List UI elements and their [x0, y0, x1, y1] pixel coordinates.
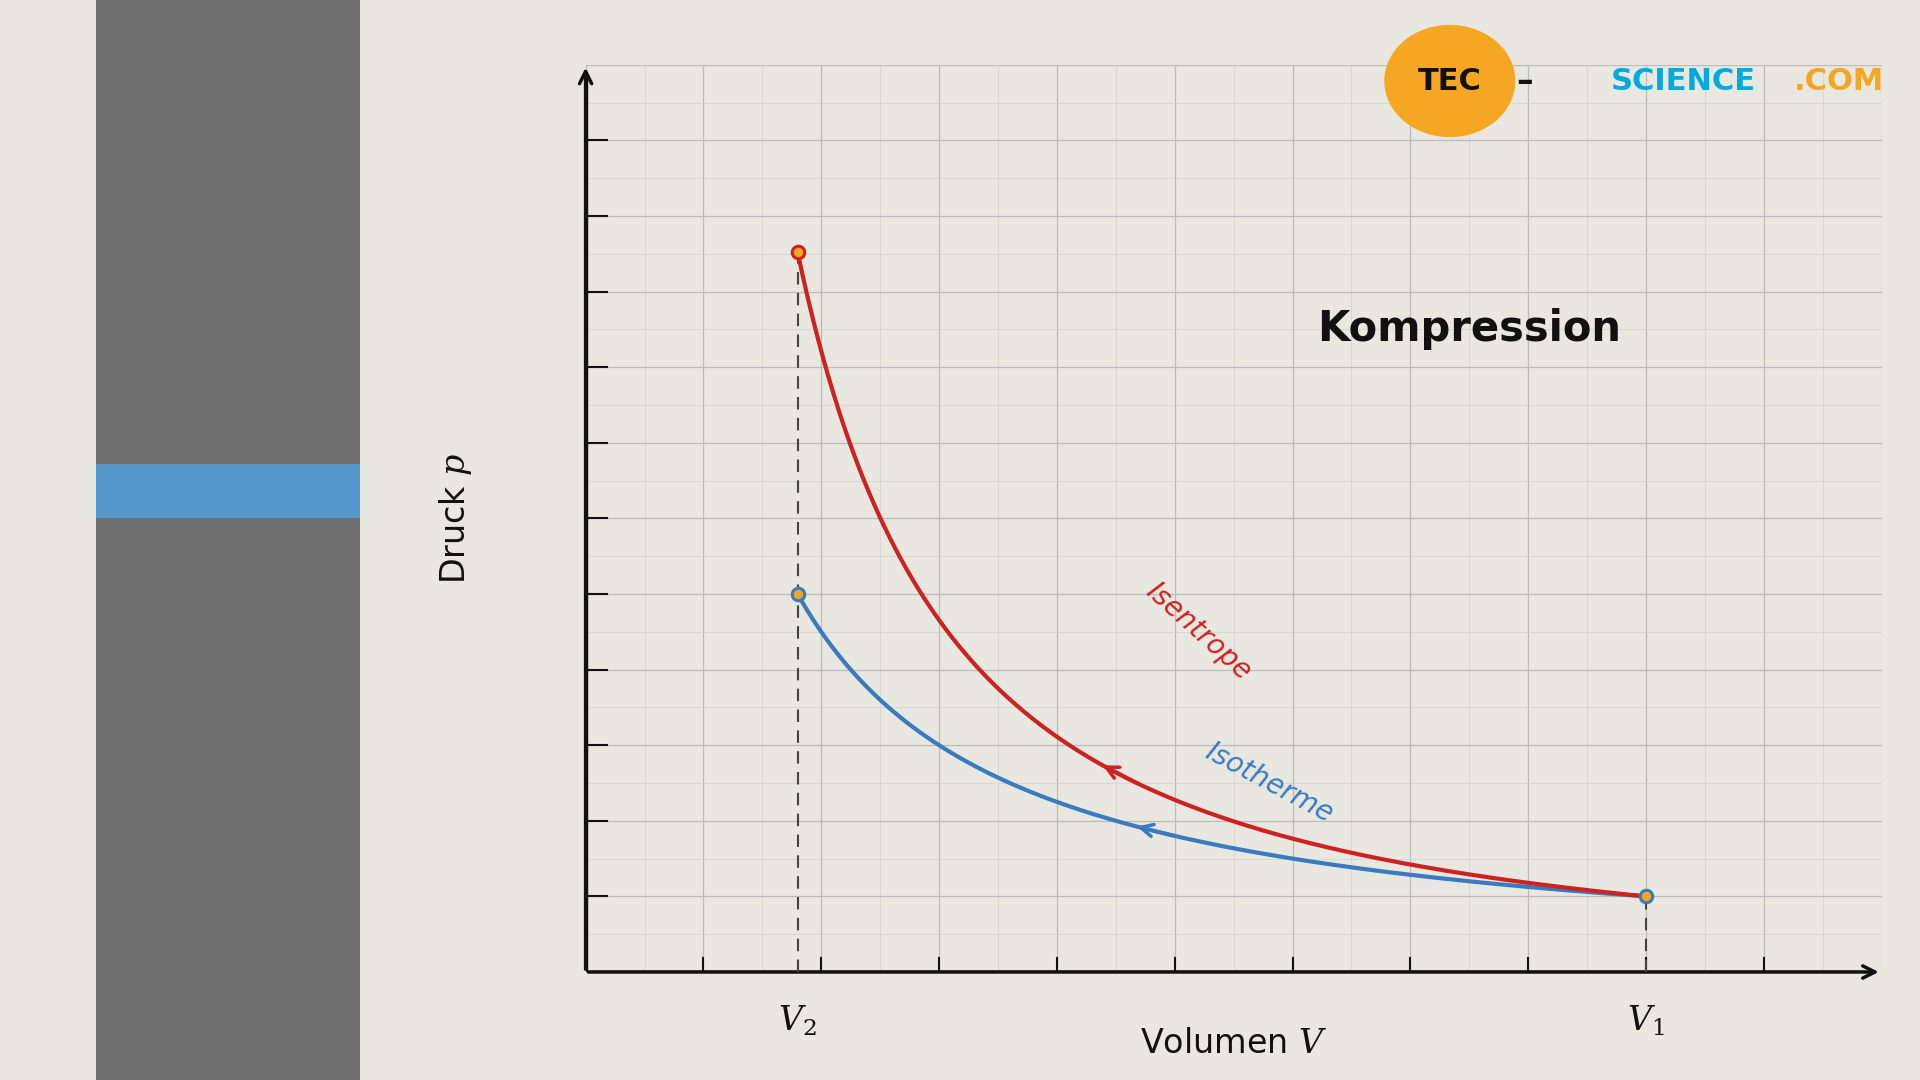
Text: $V_1$: $V_1$: [1626, 1004, 1665, 1038]
Text: Isentrope: Isentrope: [1140, 578, 1256, 686]
Text: –: –: [1517, 65, 1534, 97]
Text: Kompression: Kompression: [1317, 309, 1620, 350]
Text: $V_2$: $V_2$: [778, 1004, 818, 1038]
Text: Druck $p$: Druck $p$: [438, 453, 474, 584]
Text: TEC: TEC: [1417, 67, 1482, 95]
Text: Isotherme: Isotherme: [1200, 738, 1338, 828]
Ellipse shape: [1384, 26, 1515, 136]
FancyBboxPatch shape: [96, 464, 361, 518]
Text: SCIENCE: SCIENCE: [1611, 67, 1755, 95]
Text: Volumen $V$: Volumen $V$: [1140, 1027, 1327, 1061]
FancyBboxPatch shape: [96, 0, 361, 1080]
Text: .COM: .COM: [1793, 67, 1884, 95]
